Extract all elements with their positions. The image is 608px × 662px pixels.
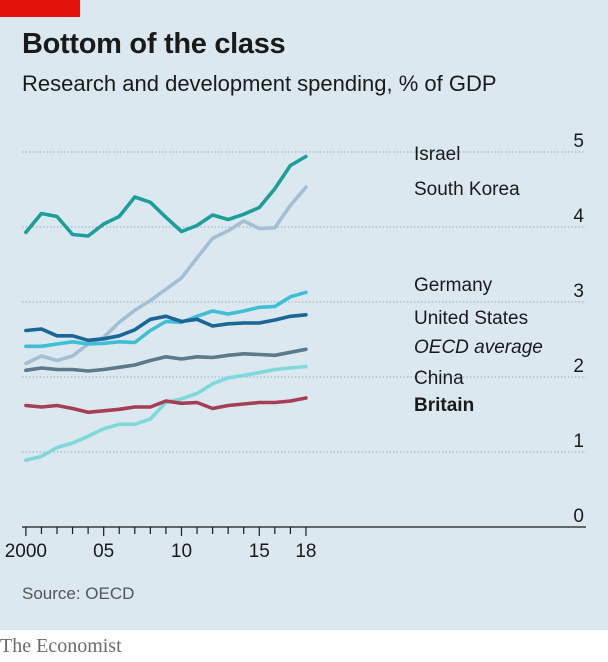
series-label-oecd-average: OECD average	[414, 337, 543, 358]
series-line-germany	[24, 290, 308, 349]
y-tick-label: 4	[573, 206, 584, 227]
y-tick-label: 2	[573, 356, 584, 377]
series-label-united-states: United States	[414, 308, 528, 329]
y-axis-labels: 0 1 2 3 4 5	[573, 131, 584, 527]
series-labels: Israel South Korea Germany United States OEC…	[414, 144, 543, 416]
accent-tag	[0, 0, 80, 17]
series-line-china	[24, 364, 308, 463]
series-label-china: China	[414, 368, 464, 389]
y-tick-label: 3	[573, 281, 584, 302]
series-line-israel	[24, 154, 308, 238]
y-tick-label: 0	[573, 506, 584, 527]
source-note: Source: OECD	[22, 584, 135, 603]
series-line-oecd-average	[24, 347, 308, 373]
x-tick-label: 18	[295, 541, 316, 562]
series-line-south-korea	[24, 185, 308, 366]
brand-logo: The Economist	[0, 635, 122, 657]
series-label-germany: Germany	[414, 275, 493, 296]
y-tick-label: 5	[573, 131, 584, 152]
x-tick-label: 05	[93, 541, 114, 562]
x-tick-label: 15	[249, 541, 270, 562]
x-axis: 2000 05 10 15 18	[5, 527, 317, 562]
chart-title: Bottom of the class	[22, 28, 286, 60]
gridlines	[22, 151, 586, 528]
series-label-south-korea: South Korea	[414, 179, 520, 200]
series-label-britain: Britain	[414, 395, 474, 416]
series-line-britain	[24, 396, 308, 415]
series-line-united-states	[24, 312, 308, 343]
series-label-israel: Israel	[414, 144, 460, 165]
x-tick-label: 10	[171, 541, 192, 562]
line-chart: 0 1 2 3 4 5 2000 05 10 15 18 Israel South Korea Ger…	[5, 131, 586, 562]
x-tick-label: 2000	[5, 541, 47, 562]
series-lines	[24, 154, 308, 463]
y-tick-label: 1	[573, 431, 584, 452]
chart-subtitle: Research and development spending, % of …	[22, 71, 497, 96]
